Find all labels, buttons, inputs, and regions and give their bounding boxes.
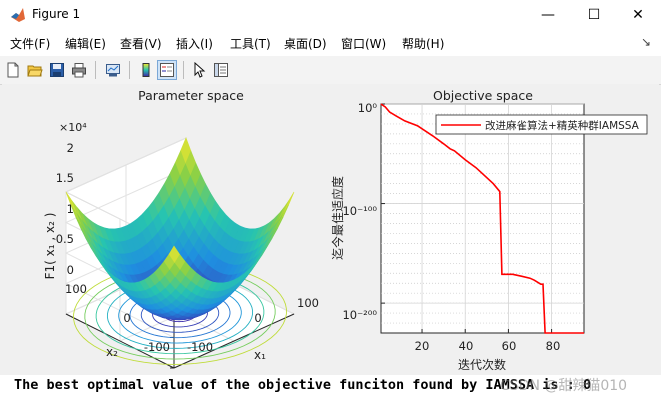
close-icon: ✕ <box>632 7 644 23</box>
convergence-plot-area <box>380 103 585 334</box>
surface-face <box>283 191 295 214</box>
figure-window: Figure 1 — ☐ ✕ 文件(F) 编辑(E) 查看(V) 插入(I) 工… <box>0 0 661 375</box>
print-button[interactable] <box>69 60 89 80</box>
figure-canvas: Parameter space ×10⁴ 2 1.5 1 0.5 0 F1( x… <box>2 84 659 375</box>
convergence-x-tick: 40 <box>459 339 474 353</box>
menu-view[interactable]: 查看(V) <box>120 37 162 51</box>
surface-x-tick: -100 <box>187 340 213 354</box>
menu-window[interactable]: 窗口(W) <box>341 37 387 51</box>
surface-title: Parameter space <box>138 88 244 103</box>
surface-x-axis <box>173 313 295 369</box>
window-title: Figure 1 <box>32 7 81 21</box>
convergence-x-tick: 60 <box>502 339 517 353</box>
surface-x-tick: 100 <box>297 296 319 310</box>
surface-y-tick: 0 <box>123 311 130 325</box>
convergence-y-label: 迄今最佳适应度 <box>330 176 345 260</box>
new-figure-button[interactable] <box>3 60 23 80</box>
menu-desktop[interactable]: 桌面(D) <box>284 37 327 51</box>
insert-legend-button[interactable] <box>157 60 177 80</box>
surface-y-tick: 100 <box>65 282 87 296</box>
close-button[interactable]: ✕ <box>615 0 661 30</box>
toolbar-separator <box>183 61 184 79</box>
convergence-title: Objective space <box>433 88 533 103</box>
surface-z-tick: 0 <box>67 263 74 277</box>
property-inspector-button[interactable] <box>211 60 231 80</box>
title-bar: Figure 1 — ☐ ✕ <box>0 0 661 30</box>
print-icon <box>72 63 86 78</box>
save-button[interactable] <box>47 60 67 80</box>
menu-tools[interactable]: 工具(T) <box>230 37 271 51</box>
menu-insert[interactable]: 插入(I) <box>176 37 213 51</box>
minimize-button[interactable]: — <box>525 0 571 30</box>
surface-y-label: x₂ <box>106 345 118 359</box>
convergence-legend[interactable]: 改进麻雀算法+精英种群IAMSSA <box>435 114 648 135</box>
surface-x-label: x₁ <box>254 348 266 362</box>
property-inspector-icon <box>214 63 228 77</box>
menu-file[interactable]: 文件(F) <box>10 37 51 51</box>
convergence-grid <box>381 103 584 333</box>
command-window-output: The best optimal value of the objective … <box>0 375 661 403</box>
surface-x-tick: 0 <box>254 311 261 325</box>
surface-y-tick: -100 <box>144 340 170 354</box>
toolbar-separator <box>129 61 130 79</box>
convergence-y-tick: 10⁻²⁰⁰ <box>342 308 377 322</box>
save-icon <box>50 63 64 77</box>
menu-overflow-icon[interactable]: ↘ <box>641 35 652 49</box>
edit-plot-button[interactable] <box>189 60 209 80</box>
surface-y-axis <box>65 313 175 369</box>
convergence-x-tick: 20 <box>415 339 430 353</box>
surface-axes: Parameter space ×10⁴ 2 1.5 1 0.5 0 F1( x… <box>43 88 319 369</box>
toolbar-separator <box>95 61 96 79</box>
surface-z-tick: 0.5 <box>56 232 74 246</box>
open-file-button[interactable] <box>25 60 45 80</box>
convergence-x-label: 迭代次数 <box>458 357 506 372</box>
surface-z-tick: 2 <box>67 141 74 155</box>
surface-z-label: F1( x₁ , x₂ ) <box>43 213 57 280</box>
watermark-text: CSDN @甜辣猫010 <box>500 378 628 394</box>
legend-box <box>435 114 648 135</box>
maximize-icon: ☐ <box>587 7 601 23</box>
legend-label: 改进麻雀算法+精英种群IAMSSA <box>485 119 640 132</box>
figure-toolbar <box>0 56 661 85</box>
open-file-icon <box>27 65 43 77</box>
convergence-y-tick: 10⁻¹⁰⁰ <box>342 204 377 218</box>
insert-colorbar-button[interactable] <box>136 60 156 80</box>
menu-bar: 文件(F) 编辑(E) 查看(V) 插入(I) 工具(T) 桌面(D) 窗口(W… <box>0 30 661 56</box>
colorbar-icon <box>142 63 150 77</box>
menu-edit[interactable]: 编辑(E) <box>65 37 106 51</box>
legend-icon <box>160 63 174 77</box>
pointer-icon <box>194 62 206 78</box>
convergence-x-tick: 80 <box>546 339 561 353</box>
maximize-button[interactable]: ☐ <box>571 0 617 30</box>
minimize-icon: — <box>541 7 555 23</box>
convergence-series-line <box>380 103 584 334</box>
link-plot-button[interactable] <box>103 60 123 80</box>
surface-face <box>168 245 180 263</box>
surface-mesh <box>65 137 295 321</box>
surface-z-exponent: ×10⁴ <box>59 121 87 134</box>
matlab-logo-icon <box>11 8 25 22</box>
new-figure-icon <box>7 62 19 78</box>
link-plot-icon <box>106 64 120 77</box>
menu-help[interactable]: 帮助(H) <box>402 37 445 51</box>
console-output-text: The best optimal value of the objective … <box>14 377 592 393</box>
convergence-axes: Objective space 10⁰ 10⁻¹⁰⁰ 10⁻²⁰⁰ 20 40 … <box>330 88 648 372</box>
surface-z-tick: 1 <box>67 202 74 216</box>
convergence-y-tick: 10⁰ <box>358 101 378 115</box>
surface-z-tick: 1.5 <box>56 171 74 185</box>
